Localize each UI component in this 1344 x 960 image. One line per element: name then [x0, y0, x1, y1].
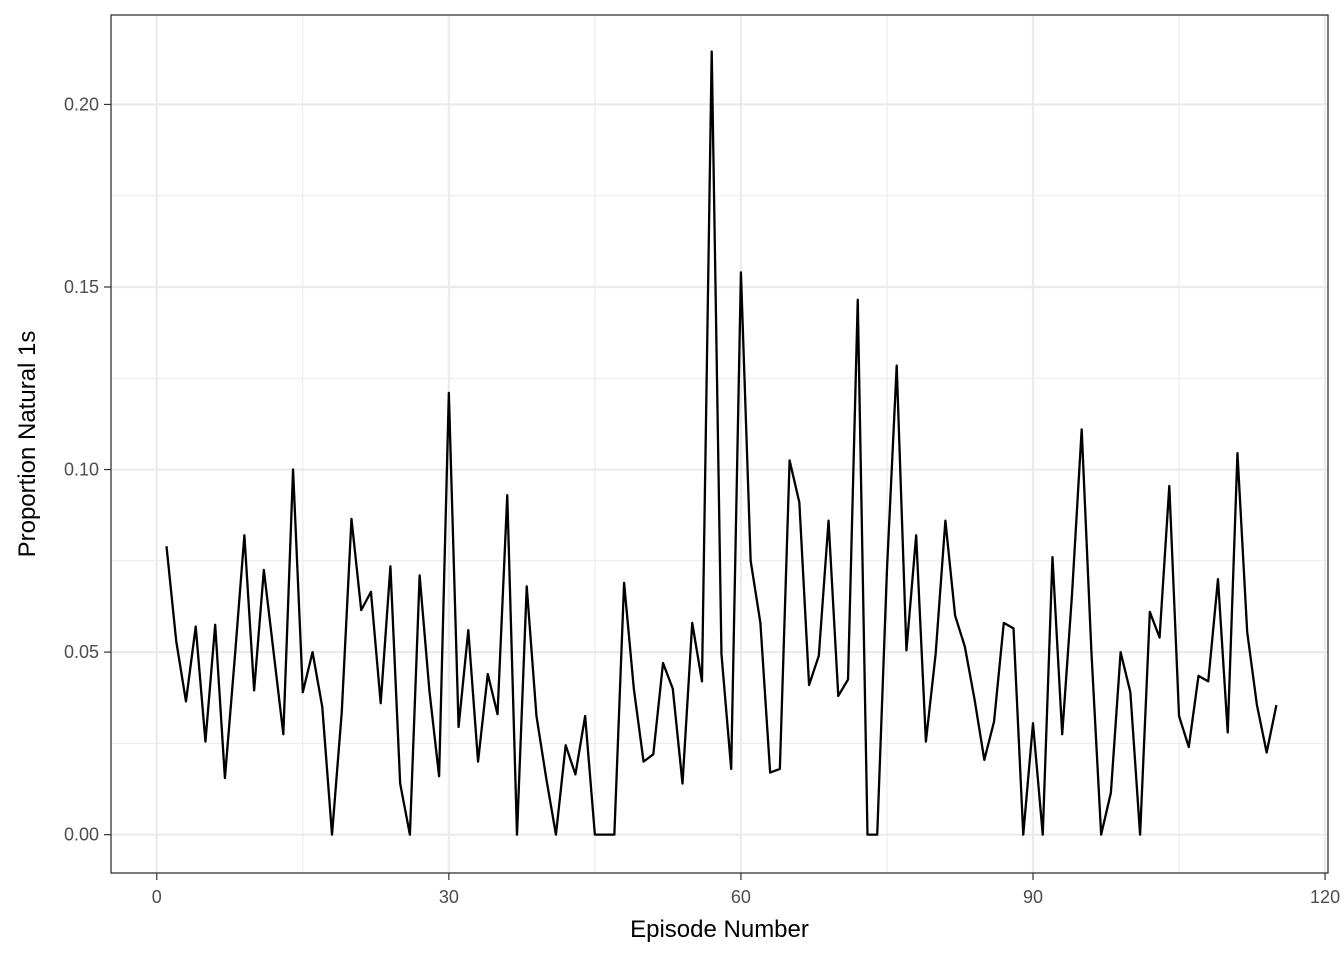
- major-grid: [111, 15, 1328, 873]
- x-tick-label: 60: [731, 887, 751, 907]
- y-axis: 0.00 0.05 0.10 0.15 0.20: [64, 94, 111, 845]
- x-axis: 0 30 60 90 120: [152, 873, 1340, 907]
- y-tick-label: 0.20: [64, 94, 99, 114]
- y-tick-label: 0.15: [64, 277, 99, 297]
- y-tick-label: 0.10: [64, 460, 99, 480]
- x-axis-title: Episode Number: [630, 916, 809, 943]
- x-tick-label: 120: [1310, 887, 1340, 907]
- y-axis-title: Proportion Natural 1s: [14, 331, 41, 558]
- x-tick-label: 30: [439, 887, 459, 907]
- x-tick-label: 0: [152, 887, 162, 907]
- series-line: [165, 50, 1278, 836]
- panel-background: [111, 15, 1328, 873]
- panel-border: [110, 14, 1329, 874]
- x-tick-label: 90: [1023, 887, 1043, 907]
- y-tick-label: 0.05: [64, 642, 99, 662]
- y-tick-label: 0.00: [64, 825, 99, 845]
